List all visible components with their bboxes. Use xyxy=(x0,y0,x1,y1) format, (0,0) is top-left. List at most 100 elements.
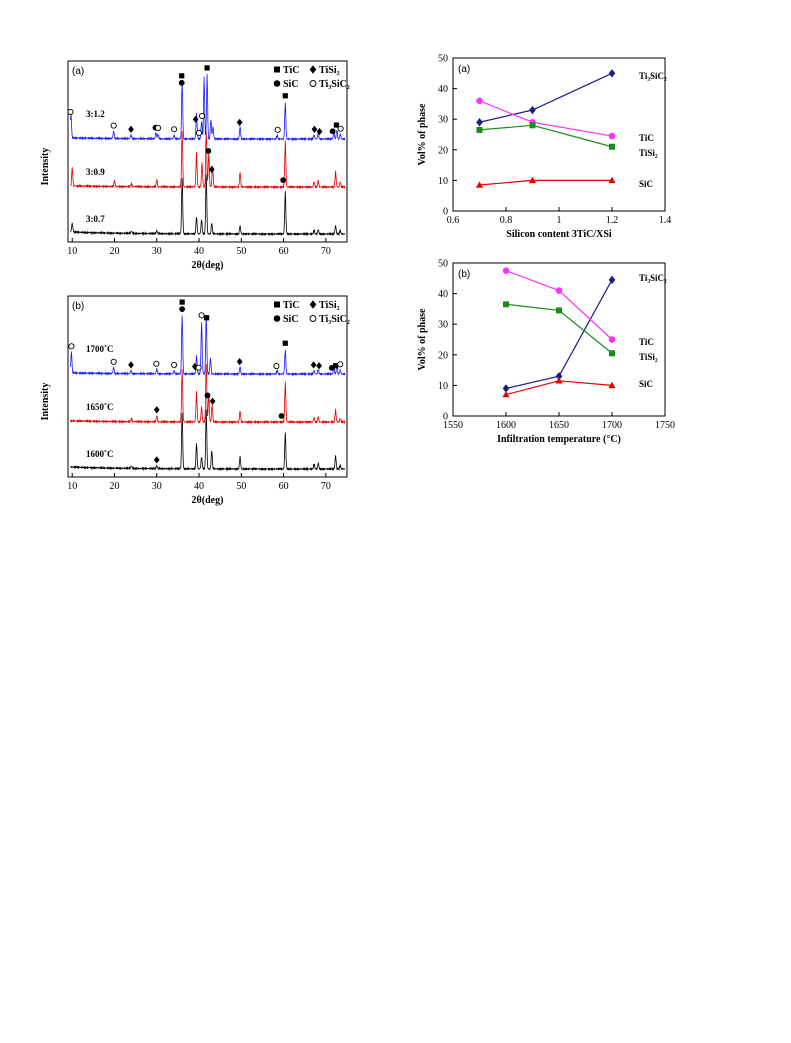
phase-marker xyxy=(204,315,210,321)
phase-marker xyxy=(316,127,323,136)
y-tick-label: 0 xyxy=(443,207,448,218)
phase-marker xyxy=(110,122,117,129)
series-label: Ti₃SiC₂ xyxy=(639,71,667,81)
x-tick-label: 10 xyxy=(67,481,77,492)
x-tick-label: 1 xyxy=(557,215,562,226)
phase-marker xyxy=(311,125,318,133)
phase-marker xyxy=(205,147,212,154)
series-line xyxy=(479,124,613,148)
y-axis-label: Vol% of phase xyxy=(417,103,428,165)
panel-label: (b) xyxy=(72,301,84,312)
phase-marker xyxy=(153,406,160,414)
x-tick-label: 1550 xyxy=(443,420,463,431)
legend-marker xyxy=(274,66,280,73)
panel-label: (a) xyxy=(458,64,470,75)
data-point xyxy=(502,384,510,393)
plot-frame xyxy=(67,295,348,478)
x-tick-label: 1.4 xyxy=(659,215,672,226)
y-tick-label: 10 xyxy=(438,381,448,392)
legend-marker xyxy=(309,315,317,322)
xrd-pattern xyxy=(70,73,346,142)
phase-marker xyxy=(209,397,216,405)
phase-marker xyxy=(179,299,185,305)
legend-marker xyxy=(309,65,317,74)
phase-marker xyxy=(278,413,285,419)
phase-marker xyxy=(154,124,162,131)
legend-label: SiC xyxy=(283,79,299,90)
series-label: Ti₃SiC₂ xyxy=(639,273,667,283)
data-point xyxy=(555,377,563,384)
phase-marker xyxy=(153,360,160,367)
phase-marker xyxy=(153,456,160,464)
plot-frame xyxy=(452,262,666,417)
legend-marker xyxy=(274,301,280,308)
y-axis-label: Intensity xyxy=(40,383,51,421)
phase-marker xyxy=(332,363,339,369)
phase-marker xyxy=(179,73,185,79)
x-tick-label: 30 xyxy=(152,246,162,257)
x-tick-label: 10 xyxy=(67,246,77,257)
phase-marker xyxy=(128,125,134,133)
x-axis-label: 2θ(deg) xyxy=(192,495,224,506)
x-tick-label: 50 xyxy=(236,481,246,492)
y-tick-label: 50 xyxy=(438,259,448,270)
phase-marker xyxy=(280,177,287,184)
data-point xyxy=(608,176,616,184)
y-tick-label: 40 xyxy=(438,84,448,95)
data-point xyxy=(529,105,536,115)
legend-marker xyxy=(309,300,317,309)
x-tick-label: 70 xyxy=(321,481,331,492)
y-tick-label: 20 xyxy=(438,350,448,361)
phase-marker xyxy=(171,126,178,133)
x-tick-label: 0.8 xyxy=(500,215,513,226)
phase-marker xyxy=(282,340,288,346)
data-point xyxy=(476,118,483,127)
series-label: SiC xyxy=(639,379,653,389)
panel-label: (b) xyxy=(458,269,470,280)
x-tick-label: 30 xyxy=(152,481,162,492)
legend-label: Ti₃SiC₂ xyxy=(319,79,350,90)
data-point xyxy=(476,97,483,105)
legend-label: TiC xyxy=(283,65,300,76)
phase-marker xyxy=(178,79,185,86)
y-tick-label: 30 xyxy=(438,320,448,331)
xrd-pattern xyxy=(70,174,346,237)
xrd-pattern xyxy=(70,314,346,377)
x-tick-label: 1.2 xyxy=(606,215,619,226)
x-tick-label: 50 xyxy=(236,246,246,257)
legend-label: TiC xyxy=(283,300,300,311)
phase-marker xyxy=(179,306,186,312)
data-point xyxy=(502,267,510,274)
x-axis-label: 2θ(deg) xyxy=(192,260,224,271)
x-tick-label: 1750 xyxy=(655,420,675,431)
phase-marker xyxy=(236,118,243,127)
legend-marker xyxy=(273,315,281,322)
phase-marker xyxy=(198,112,206,120)
x-tick-label: 20 xyxy=(110,481,120,492)
phase-marker xyxy=(204,65,210,71)
pattern-label: 3:0.7 xyxy=(86,214,105,224)
y-axis-label: Vol% of phase xyxy=(417,308,428,370)
pattern-label: 3:0.9 xyxy=(86,167,105,177)
y-tick-label: 40 xyxy=(438,289,448,300)
series-line xyxy=(479,72,613,123)
data-point xyxy=(503,301,509,308)
series-label: TiSi₂ xyxy=(639,352,658,362)
phase-marker xyxy=(67,108,74,115)
data-point xyxy=(476,126,483,133)
data-point xyxy=(528,176,537,184)
plot-frame xyxy=(452,57,666,212)
x-tick-label: 1700 xyxy=(602,420,622,431)
legend-marker xyxy=(273,80,281,87)
phase-marker xyxy=(333,122,340,128)
data-point xyxy=(529,122,536,129)
phase-marker xyxy=(337,361,344,368)
phase-marker xyxy=(195,129,203,136)
x-tick-label: 60 xyxy=(279,481,289,492)
data-point xyxy=(475,181,484,188)
series-line xyxy=(479,100,613,137)
pattern-label: 3:1.2 xyxy=(86,109,105,119)
phase-marker xyxy=(208,165,215,174)
x-tick-label: 1650 xyxy=(549,420,569,431)
legend-marker xyxy=(309,80,317,87)
